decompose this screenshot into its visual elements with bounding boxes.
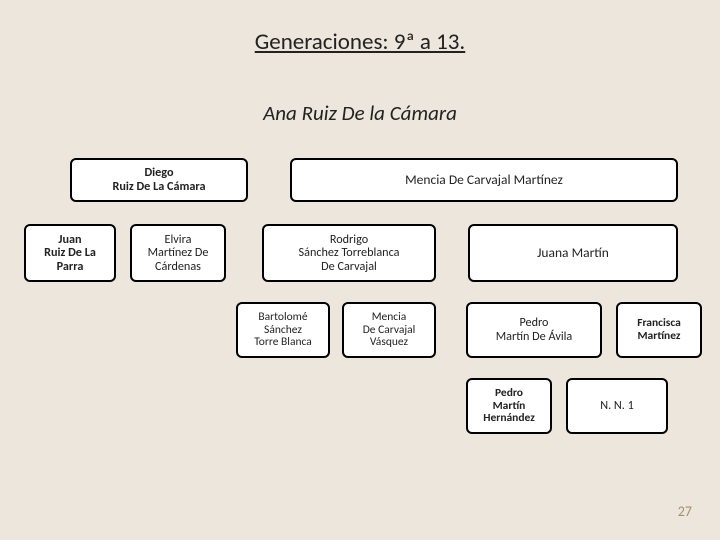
node-mencia2: MenciaDe CarvajalVásquez	[342, 302, 436, 358]
node-juana: Juana Martín	[468, 224, 678, 282]
node-elvira: ElviraMartínez DeCárdenas	[130, 224, 226, 282]
node-bartolome: BartoloméSánchezTorre Blanca	[236, 302, 330, 358]
node-mencia1: Mencia De Carvajal Martínez	[290, 158, 678, 202]
node-diego: DiegoRuiz De La Cámara	[70, 158, 248, 202]
page-subtitle: Ana Ruiz De la Cámara	[0, 100, 720, 126]
page-title: Generaciones: 9ª a 13.	[0, 28, 720, 56]
node-pedroav: PedroMartín De Ávila	[466, 302, 602, 358]
node-francisca: FranciscaMartínez	[616, 302, 702, 358]
node-pedrohz: PedroMartínHernández	[466, 378, 552, 434]
page-number: 27	[678, 503, 692, 520]
node-nn1: N. N. 1	[566, 378, 668, 434]
node-rodrigo: RodrigoSánchez TorreblancaDe Carvajal	[262, 224, 436, 282]
node-juan: JuanRuiz De LaParra	[24, 224, 116, 282]
